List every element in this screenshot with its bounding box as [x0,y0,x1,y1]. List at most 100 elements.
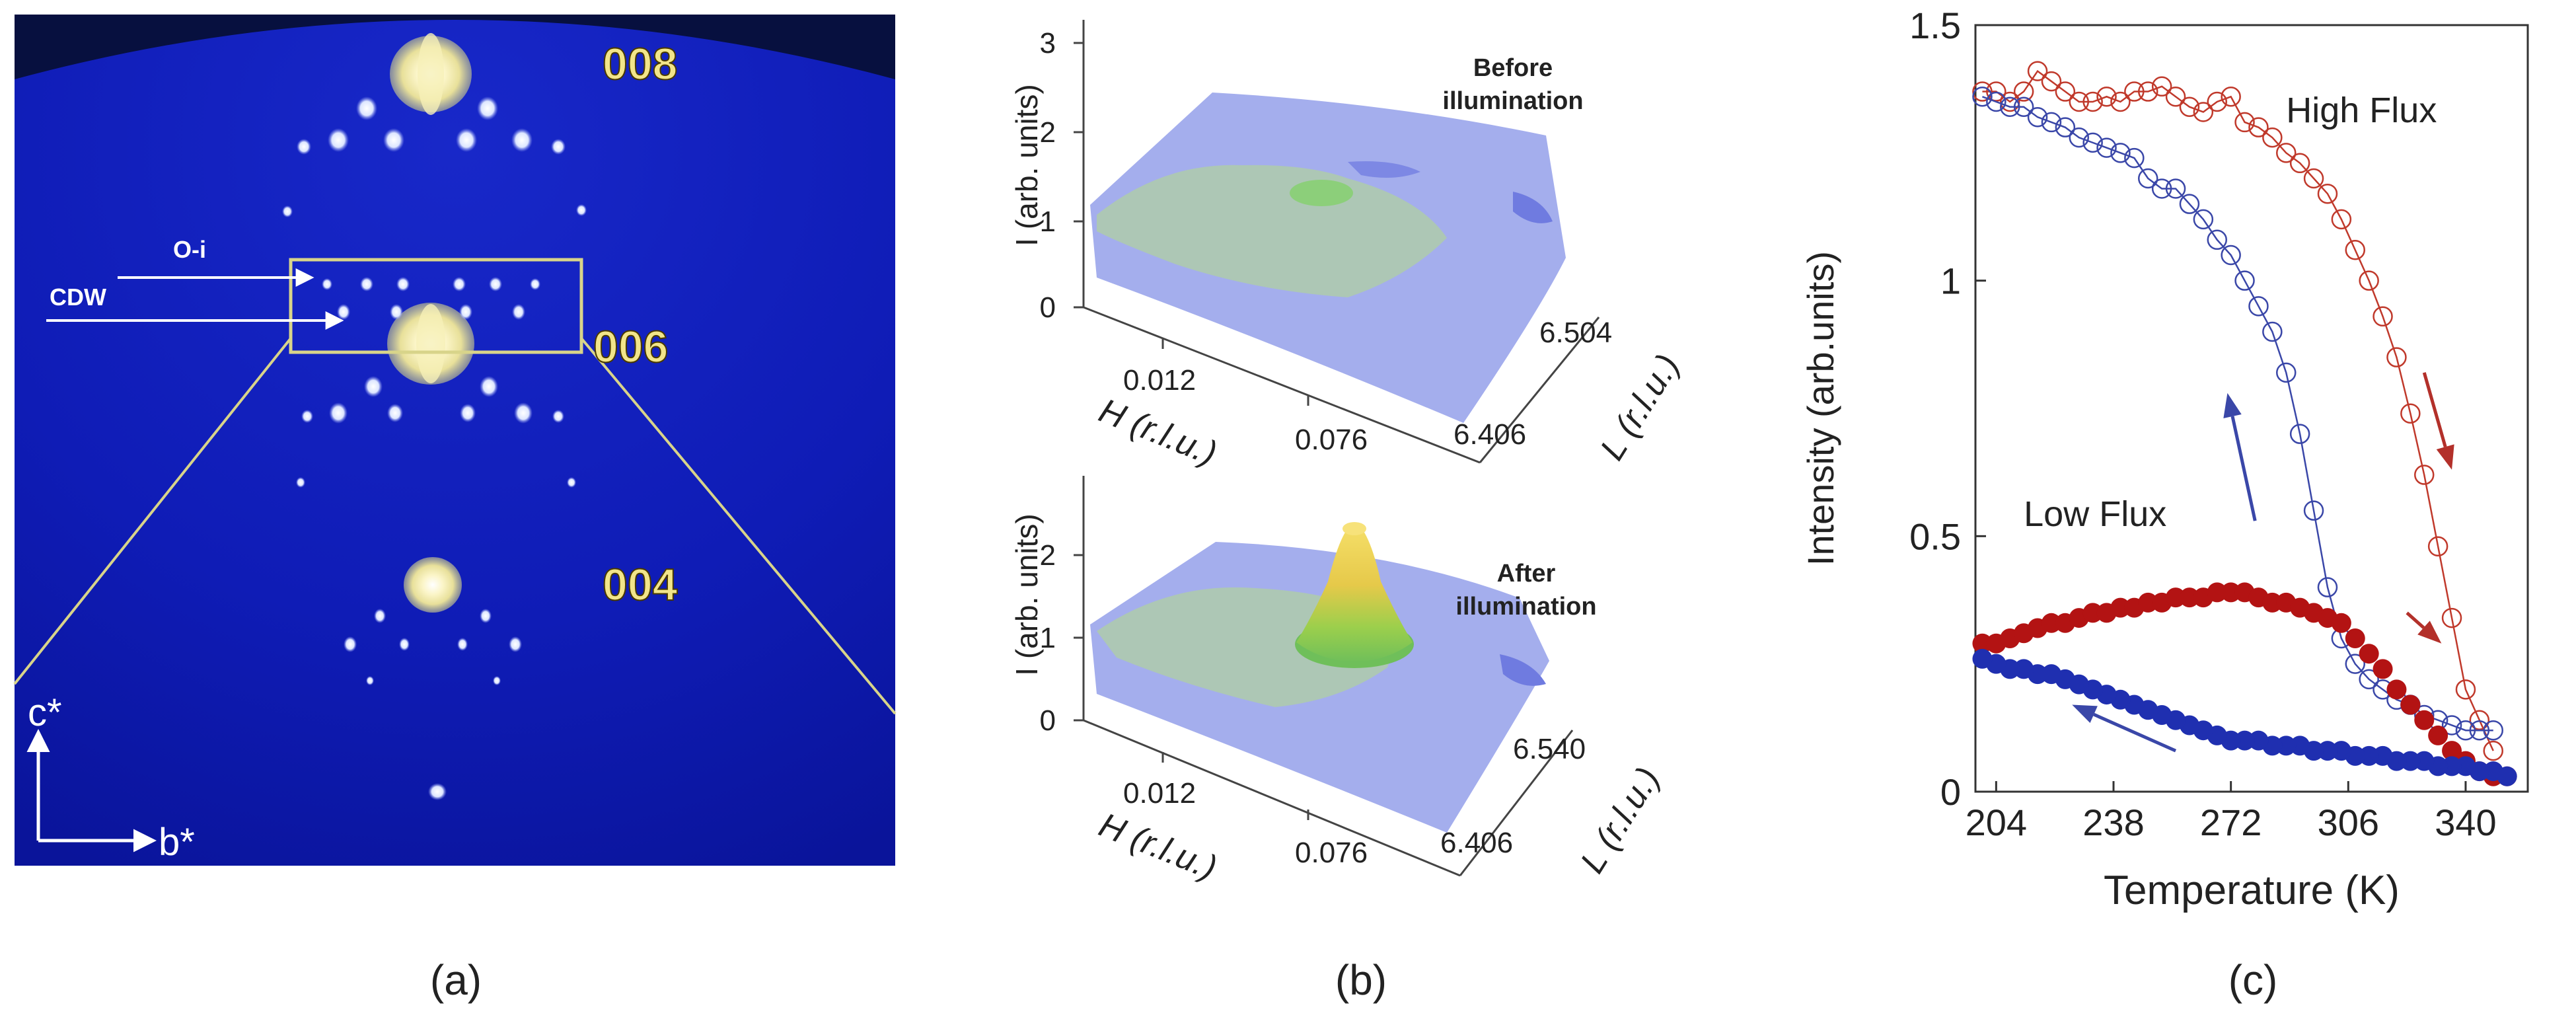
data-point [2400,403,2421,424]
h-tick-bottom-0: 0.012 [1123,777,1196,810]
y-axis-title: Intensity (arb.units) [1800,251,1841,566]
data-point [2193,209,2214,230]
h-axis-top [1083,306,1481,464]
series-3 [1972,648,2517,786]
data-point [2373,306,2393,327]
title-top-line2: illumination [1442,87,1583,115]
detector-area [15,20,895,866]
data-point [2165,178,2186,199]
label-008: 008 [603,39,677,89]
y-tick-label-0: 0 [1940,771,1961,813]
plot-frame [1974,24,2529,793]
z-tick-top-3: 3 [1040,27,1056,59]
data-point [2000,96,2020,117]
data-point [2138,81,2158,102]
data-point [2027,106,2048,128]
l-axis-bottom [1459,730,1574,876]
data-point [2290,736,2310,756]
data-point [2483,761,2503,782]
data-point [2331,613,2351,633]
data-point [2345,654,2365,674]
data-point [2262,321,2283,342]
y-tick-label-2: 1 [1940,260,1961,302]
caption-a: (a) [430,956,482,1004]
bragg-peak-004 [404,557,462,613]
data-point [2110,143,2131,163]
data-point [2262,127,2283,148]
data-point [1972,87,1993,107]
data-point [2027,61,2048,81]
data-point [2441,607,2462,628]
data-point [2442,756,2462,776]
data-point [2166,587,2186,608]
bright-bragg-peaks [387,33,474,613]
data-point [2414,465,2435,485]
data-point [2179,194,2200,214]
data-point [2455,720,2476,741]
label-cstar: c* [28,691,62,734]
cdw-peak [1296,522,1413,662]
zoom-line-right [580,337,897,715]
z-tick-top-2: 2 [1040,116,1056,149]
y-tick-label-1: 0.5 [1909,515,1961,557]
data-point [2234,270,2255,291]
z-tick-bottom-2: 2 [1040,539,1056,572]
caption-c: (c) [2228,956,2278,1004]
surface-top-dark-patch-2 [1348,161,1420,178]
h-tick-top-0: 0.012 [1123,364,1196,396]
data-point [2386,347,2407,367]
x-tick-label-1: 238 [2082,802,2144,843]
y-ticks: 0 0.5 1 1.5 [1909,5,1986,813]
label-oi: O-i [173,236,206,263]
data-point [2331,209,2352,230]
data-point [2359,644,2379,664]
annotation-0: High Flux [2286,91,2437,130]
data-point [2414,751,2435,771]
data-point [1986,91,2006,112]
data-point [2082,132,2103,153]
data-point [2138,592,2158,613]
data-point [2455,756,2476,776]
data-point [2151,178,2172,199]
data-point [2000,91,2020,112]
l-tick-bottom-0: 6.540 [1513,733,1586,765]
data-point [2317,183,2338,204]
data-point [2207,582,2227,603]
data-point [2013,81,2034,102]
y-tick-label-3: 1.5 [1909,5,1961,46]
data-point [2179,587,2199,608]
arrow-layer [2072,372,2454,753]
data-point [2179,96,2200,117]
title-bottom-line1: After [1497,560,1556,587]
data-point [2455,679,2476,700]
series-layer [1972,61,2517,786]
bragg-peak-006 [387,303,474,385]
z-tick-bottom-0: 0 [1040,704,1056,737]
data-point [2207,229,2227,250]
h-axis-bottom [1083,719,1461,877]
data-point [2165,87,2186,107]
data-point [2069,91,2089,112]
data-point [2248,296,2269,317]
x-axis-title: Temperature (K) [2104,868,2400,913]
surface-plot-after: 0 1 2 I (arb. units) After illumination … [1010,476,1668,887]
x-ticks: 204 238 272 306 340 [1966,781,2497,843]
cdw-selection-box [289,258,583,354]
data-point [2041,664,2061,685]
surface-bottom-dark-patch [1500,654,1546,686]
data-point [2055,117,2076,137]
data-point [2262,592,2283,613]
surface-top-green-region [1097,165,1447,297]
data-point [2442,741,2462,761]
data-point [2469,710,2490,730]
title-top-line1: Before [1473,54,1553,82]
data-point [1972,648,1993,669]
data-point [2441,715,2462,736]
data-point [2483,720,2503,741]
data-point [2124,147,2145,169]
title-bottom-line2: illumination [1455,593,1596,621]
annotation-layer: High Flux Low Flux [2024,91,2437,534]
data-point [2151,76,2172,97]
data-point [1972,633,1993,654]
